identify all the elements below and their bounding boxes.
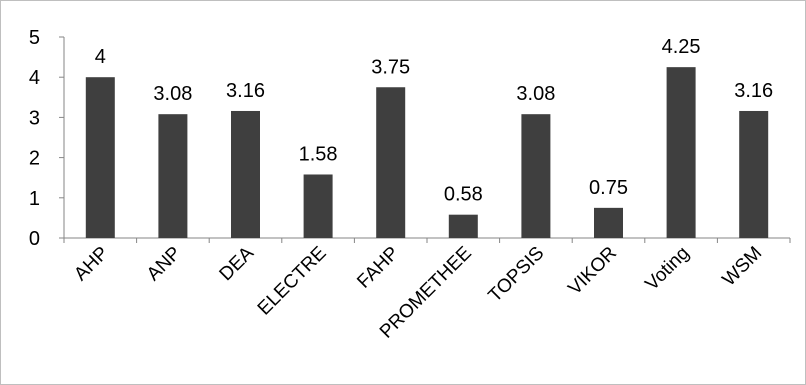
bar-promethee — [448, 214, 478, 238]
y-tick-label: 1 — [29, 188, 40, 210]
x-tick-label: ELECTRE — [254, 243, 331, 320]
data-label: 0.75 — [589, 177, 628, 199]
data-label: 3.16 — [734, 80, 773, 102]
data-label: 3.08 — [153, 83, 192, 105]
bar-fahp — [376, 87, 406, 238]
bar-vikor — [594, 207, 623, 238]
y-tick-label: 2 — [29, 148, 40, 170]
bar-ahp — [85, 77, 115, 238]
x-tick-label: Voting — [641, 243, 693, 295]
data-label: 3.08 — [516, 83, 555, 105]
bar-wsm — [739, 110, 769, 238]
x-tick-label: AHP — [70, 243, 112, 285]
x-tick-label: FAHP — [353, 243, 403, 293]
data-label: 1.58 — [299, 143, 338, 165]
x-tick-label: DEA — [216, 242, 259, 285]
data-label: 3.75 — [371, 56, 410, 78]
y-tick-label: 0 — [29, 228, 40, 250]
data-labels: 4 3.08 3.16 1.58 3.75 0.58 3.08 0.75 4.25 3.16 — [95, 36, 773, 206]
data-label: 4 — [95, 46, 106, 68]
x-tick-label: WSM — [719, 243, 767, 291]
bar-topsis — [521, 114, 551, 238]
x-tick-label: ANP — [143, 243, 185, 285]
x-tick-label: VIKOR — [564, 243, 621, 300]
data-label: 0.58 — [444, 184, 483, 206]
data-label: 3.16 — [226, 80, 265, 102]
y-tick-label: 4 — [29, 67, 40, 89]
bar-voting — [666, 67, 696, 239]
bar-anp — [158, 114, 188, 238]
bar-dea — [231, 110, 260, 238]
y-tick-label: 5 — [29, 27, 40, 49]
data-label: 4.25 — [662, 36, 701, 58]
bars — [85, 67, 769, 239]
x-tick-label: TOPSIS — [485, 243, 549, 307]
bar-electre — [303, 174, 333, 238]
y-tick-label: 3 — [29, 107, 40, 129]
